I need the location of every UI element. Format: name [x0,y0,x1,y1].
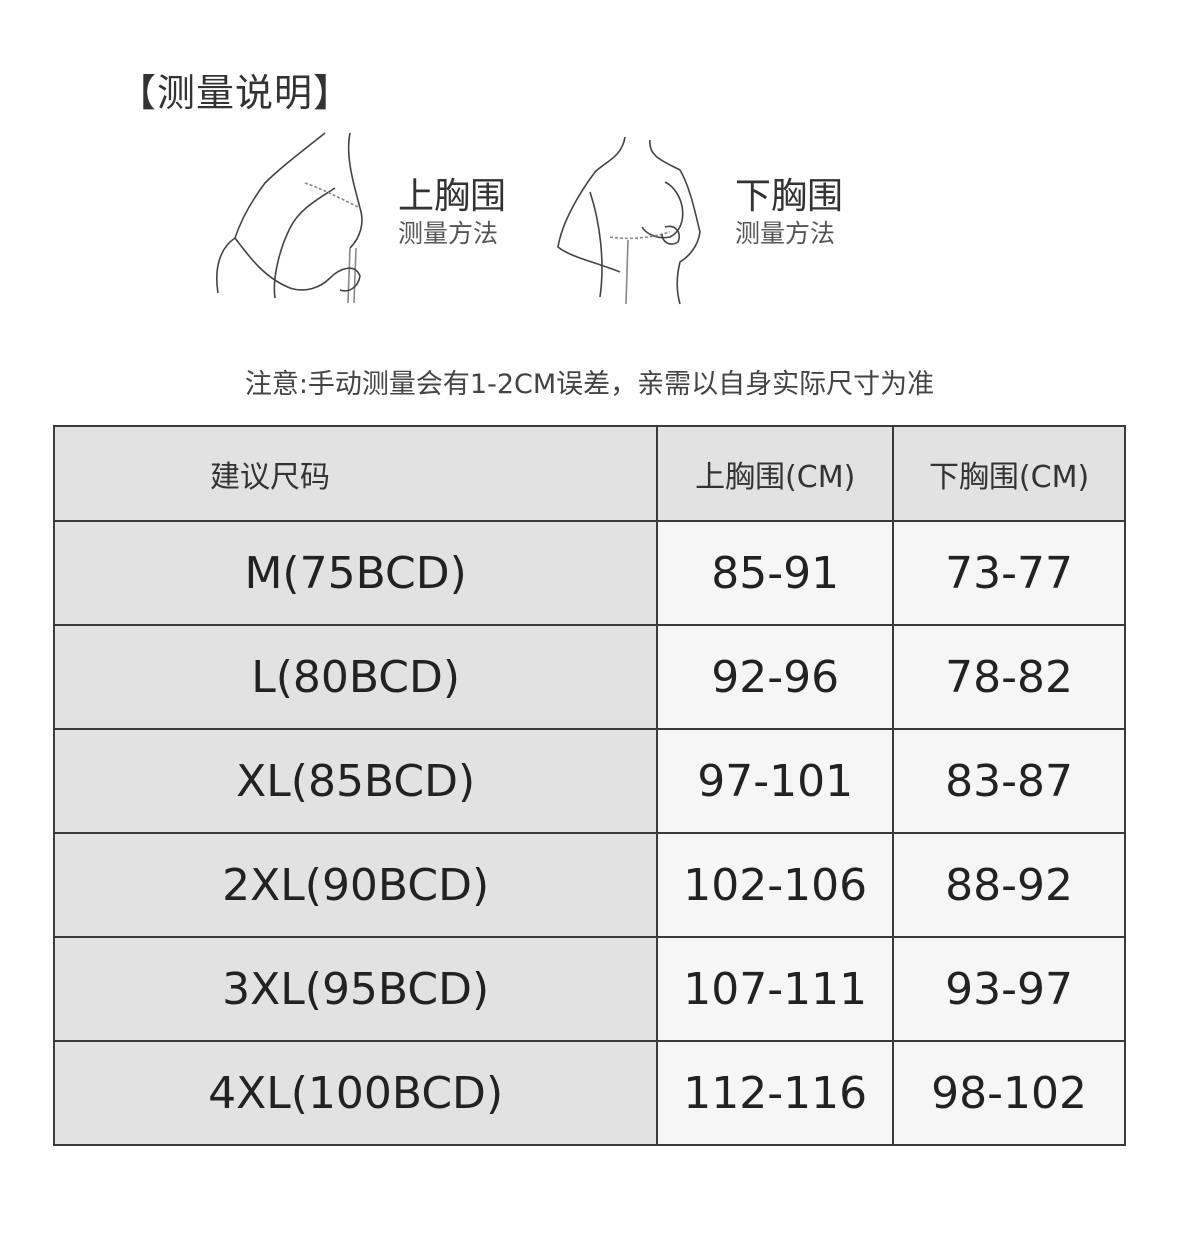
under-bust-cell: 98-102 [892,1040,1126,1146]
upper-bust-cell: 107-111 [656,936,895,1042]
size-cell: 3XL(95BCD) [52,936,659,1042]
upper-bust-label: 上胸围 测量方法 [398,176,507,248]
size-cell: L(80BCD) [52,624,659,730]
under-bust-measure-illustration [557,136,701,305]
size-cell: 2XL(90BCD) [52,832,659,938]
table-row: 4XL(100BCD) 112-116 98-102 [52,1040,1126,1146]
size-table: 建议尺码 上胸围(CM) 下胸围(CM) M(75BCD) 85-91 73-77 L… [52,425,1126,1146]
under-bust-cell: 78-82 [892,624,1126,730]
size-cell: XL(85BCD) [52,728,659,834]
upper-bust-cell: 97-101 [656,728,895,834]
upper-bust-cell: 102-106 [656,832,895,938]
upper-bust-cell: 92-96 [656,624,895,730]
under-bust-label: 下胸围 测量方法 [735,176,844,248]
upper-bust-cell: 85-91 [656,520,895,626]
upper-bust-measure-illustration [216,132,363,304]
under-bust-cell: 83-87 [892,728,1126,834]
size-cell: 4XL(100BCD) [52,1040,659,1146]
table-row: 2XL(90BCD) 102-106 88-92 [52,832,1126,938]
upper-bust-cell: 112-116 [656,1040,895,1146]
table-header-row: 建议尺码 上胸围(CM) 下胸围(CM) [52,425,1126,522]
table-row: XL(85BCD) 97-101 83-87 [52,728,1126,834]
table-row: L(80BCD) 92-96 78-82 [52,624,1126,730]
under-bust-cell: 93-97 [892,936,1126,1042]
under-bust-cell: 73-77 [892,520,1126,626]
header-upper-bust: 上胸围(CM) [656,425,895,522]
under-bust-cell: 88-92 [892,832,1126,938]
header-under-bust: 下胸围(CM) [892,425,1126,522]
table-row: 3XL(95BCD) 107-111 93-97 [52,936,1126,1042]
page-title: 【测量说明】 [118,71,353,115]
table-row: M(75BCD) 85-91 73-77 [52,520,1126,626]
measurement-note: 注意:手动测量会有1-2CM误差，亲需以自身实际尺寸为准 [244,369,935,400]
size-cell: M(75BCD) [52,520,659,626]
header-size: 建议尺码 [52,425,659,522]
